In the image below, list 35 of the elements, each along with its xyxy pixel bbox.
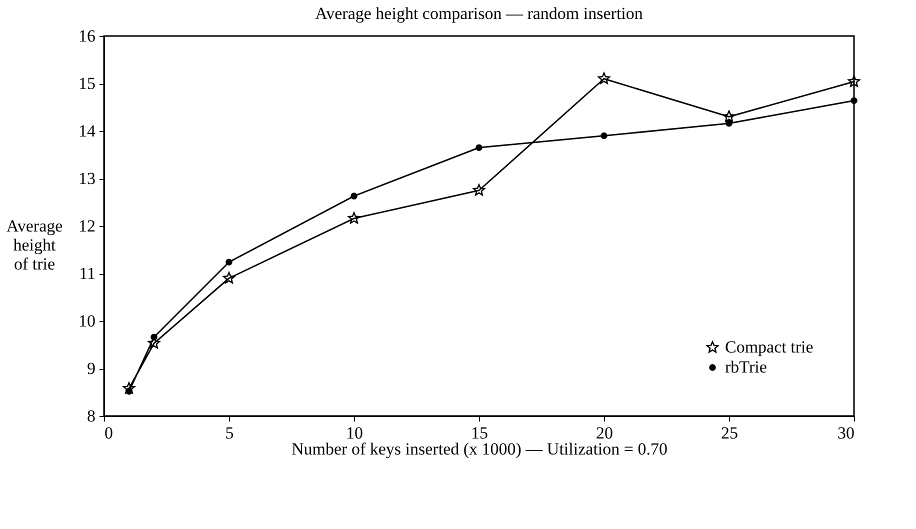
- point: [600, 132, 608, 140]
- x-tick-label: 5: [225, 424, 234, 442]
- point: [348, 212, 360, 224]
- x-tick-label: 30: [838, 424, 854, 442]
- point: [476, 144, 482, 152]
- point: [598, 72, 610, 84]
- point: [850, 97, 858, 104]
- chart-title: Average height comparison — random insertion: [315, 4, 644, 23]
- x-tick-label: 10: [346, 424, 363, 442]
- point: [222, 272, 236, 284]
- x-tick-label: 25: [721, 424, 738, 442]
- point: [472, 184, 486, 196]
- x-tick-label: 20: [596, 424, 613, 442]
- point: [722, 110, 736, 122]
- point: [226, 258, 232, 266]
- legend-label: rbTrie: [725, 358, 767, 376]
- y-tick-label: 16: [78, 26, 96, 46]
- y-tick-label: 15: [78, 74, 96, 93]
- point: [150, 334, 158, 341]
- point: [350, 192, 358, 200]
- point: [122, 382, 136, 394]
- point: [726, 120, 732, 127]
- y-tick-label: 10: [78, 312, 96, 330]
- x-axis-title: Number of keys inserted (x 1000) — Utilization = 0.70: [292, 440, 668, 458]
- y-tick-label: 12: [78, 216, 96, 236]
- x-tick-label: 15: [471, 424, 488, 442]
- y-tick-label: 8: [87, 406, 96, 426]
- y-tick-label: 9: [87, 359, 96, 378]
- y-tick-label: 11: [79, 264, 96, 283]
- legend-label: Compact trie: [725, 338, 814, 356]
- x-tick-label: 0: [104, 424, 113, 442]
- y-tick-label: 13: [78, 169, 96, 188]
- y-tick-label: 14: [78, 122, 96, 140]
- y-axis-title: Average height of trie: [6, 216, 63, 274]
- point: [848, 75, 860, 87]
